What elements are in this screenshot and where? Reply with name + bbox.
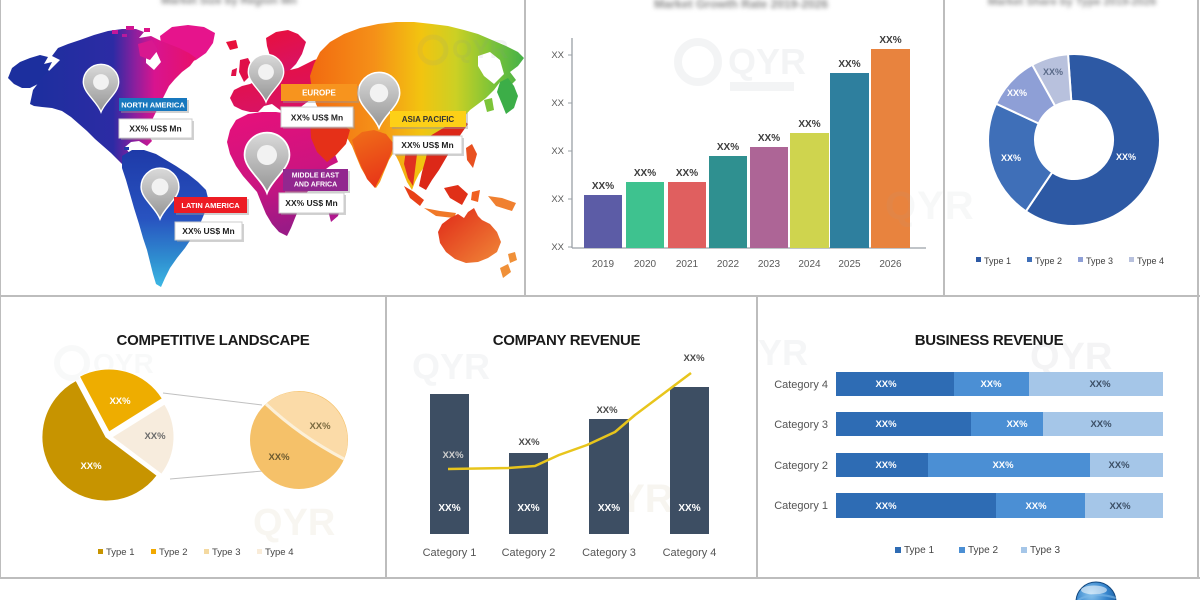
svg-text:XX%: XX%: [144, 431, 166, 442]
svg-text:XX%: XX%: [1108, 460, 1130, 471]
svg-text:XX%: XX%: [798, 119, 820, 130]
svg-text:XX%: XX%: [879, 35, 901, 46]
svg-text:Category 1: Category 1: [423, 547, 477, 559]
svg-text:BUSINESS REVENUE: BUSINESS REVENUE: [915, 332, 1064, 349]
svg-text:XX%: XX%: [109, 396, 131, 407]
svg-text:XX%: XX%: [517, 503, 539, 514]
svg-text:XX%: XX%: [717, 142, 739, 153]
svg-text:XX%: XX%: [875, 379, 897, 390]
svg-text:Category 4: Category 4: [774, 379, 828, 391]
svg-text:Category 3: Category 3: [582, 547, 636, 559]
svg-text:2021: 2021: [676, 259, 699, 270]
svg-text:Category 3: Category 3: [774, 419, 828, 431]
svg-text:XX%: XX%: [634, 168, 656, 179]
svg-text:XX%: XX%: [598, 503, 620, 514]
svg-text:QYR: QYR: [412, 346, 490, 387]
svg-text:QYR: QYR: [253, 502, 335, 544]
svg-text:XX: XX: [551, 50, 564, 61]
svg-text:XX%: XX%: [1090, 419, 1112, 430]
svg-text:Type 1: Type 1: [904, 545, 934, 556]
svg-text:Type 1: Type 1: [984, 256, 1011, 266]
svg-text:ASIA PACIFIC: ASIA PACIFIC: [402, 115, 455, 124]
svg-text:QYR: QYR: [728, 41, 806, 82]
svg-text:XX%: XX%: [1001, 153, 1021, 163]
svg-text:Type 4: Type 4: [265, 547, 294, 558]
svg-text:XX%: XX%: [676, 168, 698, 179]
svg-text:XX%: XX%: [442, 450, 464, 461]
svg-text:XX%: XX%: [268, 452, 290, 463]
svg-text:XX%: XX%: [438, 503, 460, 514]
svg-text:YR: YR: [758, 332, 808, 373]
svg-text:Type 3: Type 3: [1086, 256, 1113, 266]
svg-text:XX%: XX%: [592, 181, 614, 192]
svg-text:LATIN AMERICA: LATIN AMERICA: [181, 201, 240, 210]
svg-text:XX% US$ Mn: XX% US$ Mn: [401, 140, 453, 150]
svg-text:XX%: XX%: [1089, 379, 1111, 390]
svg-text:NORTH AMERICA: NORTH AMERICA: [121, 101, 185, 110]
svg-text:2023: 2023: [758, 259, 781, 270]
svg-text:Category 2: Category 2: [502, 547, 556, 559]
svg-text:EUROPE: EUROPE: [302, 89, 336, 98]
svg-text:XX%: XX%: [838, 59, 860, 70]
svg-text:AND AFRICA: AND AFRICA: [294, 182, 337, 189]
svg-text:XX%: XX%: [518, 437, 540, 448]
svg-text:XX%: XX%: [596, 405, 618, 416]
svg-text:Type 2: Type 2: [159, 547, 188, 558]
svg-text:QYR: QYR: [452, 34, 509, 64]
svg-text:2025: 2025: [838, 259, 861, 270]
svg-text:2022: 2022: [717, 259, 740, 270]
svg-text:2026: 2026: [879, 259, 902, 270]
svg-text:XX%: XX%: [758, 133, 780, 144]
svg-text:XX%: XX%: [1116, 152, 1136, 162]
svg-text:Type 2: Type 2: [968, 545, 998, 556]
svg-text:XX% US$ Mn: XX% US$ Mn: [182, 226, 234, 236]
svg-text:XX%: XX%: [875, 419, 897, 430]
svg-text:XX%: XX%: [678, 503, 700, 514]
svg-text:2024: 2024: [798, 259, 821, 270]
svg-text:XX: XX: [551, 194, 564, 205]
svg-text:XX%: XX%: [992, 460, 1014, 471]
svg-text:XX%: XX%: [1109, 501, 1131, 512]
svg-text:Type 4: Type 4: [1137, 256, 1164, 266]
svg-text:XX%: XX%: [875, 460, 897, 471]
svg-text:QYR: QYR: [1030, 336, 1112, 378]
svg-text:XX%: XX%: [683, 353, 705, 364]
svg-text:XX%: XX%: [80, 461, 102, 472]
svg-text:XX: XX: [551, 146, 564, 157]
svg-text:2019: 2019: [592, 259, 615, 270]
svg-text:XX: XX: [551, 242, 564, 253]
svg-text:COMPANY REVENUE: COMPANY REVENUE: [493, 332, 641, 349]
svg-text:Category 1: Category 1: [774, 500, 828, 512]
svg-text:XX% US$ Mn: XX% US$ Mn: [291, 113, 343, 123]
svg-text:2020: 2020: [634, 259, 657, 270]
svg-text:Category 4: Category 4: [663, 547, 717, 559]
svg-text:Type 2: Type 2: [1035, 256, 1062, 266]
svg-text:XX%: XX%: [980, 379, 1002, 390]
svg-text:XX%: XX%: [1025, 501, 1047, 512]
svg-text:Type 3: Type 3: [1030, 545, 1060, 556]
svg-text:MIDDLE EAST: MIDDLE EAST: [292, 173, 340, 180]
svg-text:XX%: XX%: [309, 421, 331, 432]
svg-text:XX%: XX%: [875, 501, 897, 512]
svg-text:XX% US$ Mn: XX% US$ Mn: [285, 198, 337, 208]
svg-text:XX%: XX%: [1006, 419, 1028, 430]
svg-text:XX: XX: [551, 98, 564, 109]
svg-text:XX% US$ Mn: XX% US$ Mn: [129, 124, 181, 134]
svg-text:Type 3: Type 3: [212, 547, 241, 558]
svg-text:COMPETITIVE LANDSCAPE: COMPETITIVE LANDSCAPE: [117, 332, 310, 349]
svg-text:Type 1: Type 1: [106, 547, 135, 558]
svg-text:XX%: XX%: [1007, 88, 1027, 98]
svg-text:XX%: XX%: [1043, 67, 1063, 77]
svg-text:Category 2: Category 2: [774, 460, 828, 472]
